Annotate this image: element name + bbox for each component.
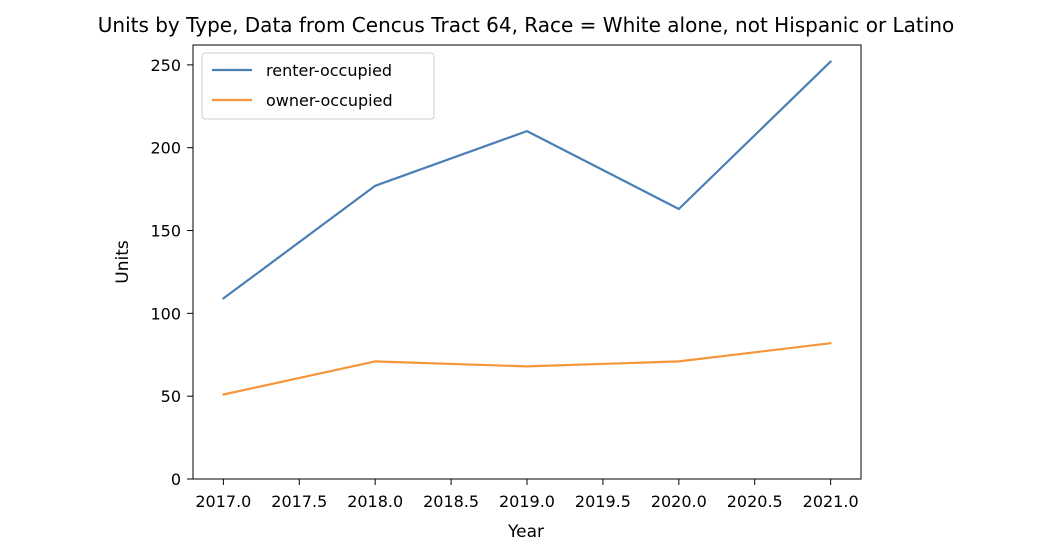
x-tick-label: 2020.5: [727, 492, 783, 511]
y-tick-label: 250: [150, 56, 181, 75]
plot-lines: [222, 60, 832, 396]
y-tick-label: 150: [150, 222, 181, 241]
x-tick-label: 2019.5: [575, 492, 631, 511]
y-axis-label: Units: [113, 240, 133, 284]
legend: renter-occupied owner-occupied: [201, 52, 435, 120]
x-tick-label: 2017.0: [195, 492, 251, 511]
y-tick-label: 100: [150, 304, 181, 323]
x-tick-label: 2019.0: [499, 492, 555, 511]
chart-title: Units by Type, Data from Cencus Tract 64…: [98, 13, 954, 37]
x-axis: 2017.0 2017.5 2018.0 2018.5 2019.0 2019.5 2020…: [195, 479, 859, 511]
legend-label-owner-occupied: owner-occupied: [266, 91, 393, 110]
y-tick-label: 200: [150, 139, 181, 158]
x-tick-label: 2018.0: [347, 492, 403, 511]
plot-frame: [192, 44, 862, 480]
series-line-renter-occupied: [222, 60, 832, 300]
x-tick-label: 2017.5: [271, 492, 327, 511]
legend-box: [201, 52, 435, 120]
series-line-owner-occupied: [222, 342, 832, 396]
legend-label-renter-occupied: renter-occupied: [266, 61, 392, 80]
y-tick-label: 0: [171, 470, 181, 489]
x-axis-label: Year: [507, 522, 544, 542]
y-tick-label: 50: [161, 387, 181, 406]
x-tick-label: 2020.0: [651, 492, 707, 511]
y-axis: 0 50 100 150 200 250: [150, 56, 193, 489]
x-tick-label: 2018.5: [423, 492, 479, 511]
x-tick-label: 2021.0: [803, 492, 859, 511]
